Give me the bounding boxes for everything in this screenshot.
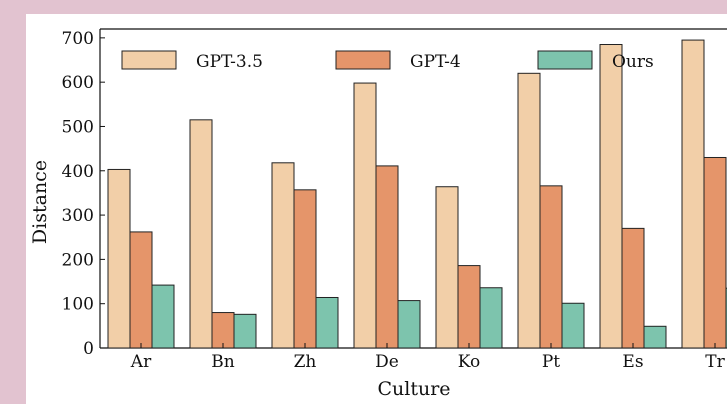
- bar-ours-pt: [561, 302, 585, 349]
- y-tick-label: 700: [62, 29, 94, 49]
- legend-label-ours: Ours: [612, 52, 654, 72]
- x-tick-label: Ko: [458, 352, 480, 372]
- bar-gpt-3-5-de: [353, 82, 377, 349]
- bar-ours-ar: [151, 284, 175, 349]
- bar-gpt-3-5-pt: [517, 72, 541, 349]
- bar-gpt-3-5-es: [599, 44, 623, 349]
- bar-gpt-4-ko: [457, 265, 481, 349]
- bar-gpt-4-tr: [703, 156, 727, 349]
- bar-gpt-3-5-ko: [435, 186, 459, 349]
- bar-gpt-4-pt: [539, 185, 563, 349]
- bar-ours-de: [397, 300, 421, 349]
- chart-panel: Distance Culture 0 100 200 300 400 500 600 700 A…: [26, 14, 727, 404]
- bar-ours-bn: [233, 313, 257, 349]
- bar-gpt-4-zh: [293, 189, 317, 349]
- bar-gpt-4-bn: [211, 312, 235, 349]
- x-tick-label: Bn: [211, 352, 234, 372]
- bar-ours-ko: [479, 287, 503, 349]
- y-tick-label: 0: [83, 339, 94, 359]
- bar-gpt-4-de: [375, 165, 399, 349]
- legend-swatch-gpt-4: [335, 50, 391, 70]
- y-tick-label: 500: [62, 117, 94, 137]
- legend-swatch-gpt-3-5: [121, 50, 177, 70]
- bar-gpt-3-5-ar: [107, 168, 131, 349]
- bar-chart: Distance Culture 0 100 200 300 400 500 600 700 A…: [29, 28, 727, 400]
- legend-label-gpt-3-5: GPT-3.5: [196, 52, 263, 72]
- bar-ours-zh: [315, 296, 339, 349]
- y-tick-label: 300: [62, 206, 94, 226]
- x-tick-label: Zh: [294, 352, 317, 372]
- x-axis-label: Culture: [377, 378, 450, 400]
- x-tick-label: Ar: [130, 352, 152, 372]
- x-tick-label: Es: [622, 352, 643, 372]
- bar-gpt-3-5-zh: [271, 162, 295, 349]
- y-tick-label: 100: [62, 295, 94, 315]
- y-tick-label: 600: [62, 73, 94, 93]
- legend-label-gpt-4: GPT-4: [410, 52, 461, 72]
- x-tick-label: Pt: [542, 352, 560, 372]
- x-tick-label: Tr: [705, 352, 725, 372]
- bar-gpt-3-5-bn: [189, 119, 213, 349]
- y-tick-label: 200: [62, 250, 94, 270]
- legend-swatch-ours: [537, 50, 593, 70]
- bar-ours-es: [643, 325, 667, 349]
- y-axis-label: Distance: [29, 160, 51, 244]
- bar-gpt-4-es: [621, 227, 645, 349]
- y-tick-label: 400: [62, 162, 94, 182]
- bar-gpt-3-5-tr: [681, 39, 705, 349]
- bar-gpt-4-ar: [129, 231, 153, 349]
- x-tick-label: De: [375, 352, 399, 372]
